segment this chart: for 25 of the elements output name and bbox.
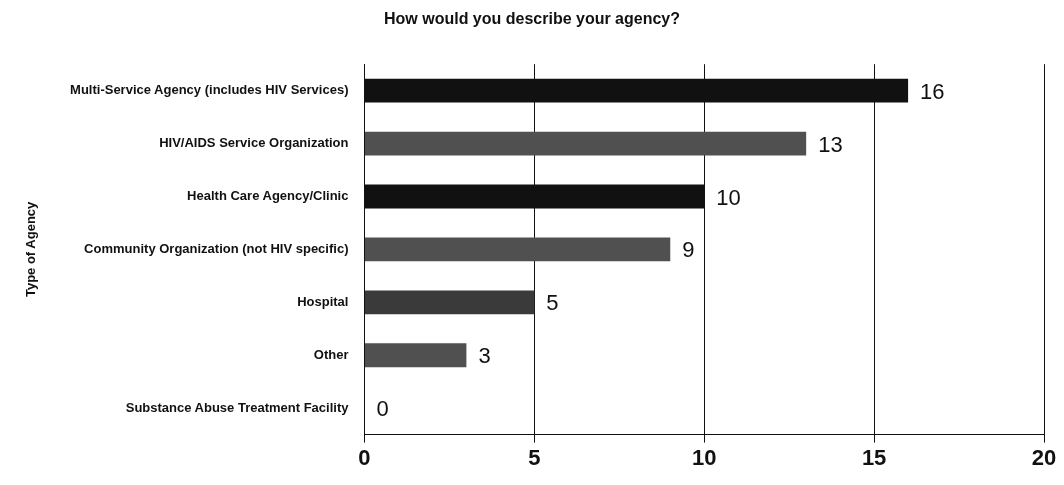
data-label: 3 xyxy=(478,343,491,369)
y-axis-title: Type of Agency xyxy=(23,200,39,298)
chart-title: How would you describe your agency? xyxy=(383,10,681,28)
data-label: 9 xyxy=(682,237,695,263)
bar xyxy=(364,131,807,156)
data-label: 13 xyxy=(818,131,843,157)
x-tick-label: 10 xyxy=(692,444,717,470)
y-tick-label: HIV/AIDS Service Organization xyxy=(159,135,349,151)
data-label: 10 xyxy=(716,184,741,210)
bar xyxy=(364,343,467,368)
x-tick-label: 15 xyxy=(861,444,887,470)
x-tick-label: 20 xyxy=(1031,444,1057,470)
x-tick-label: 0 xyxy=(358,444,371,470)
y-tick-label: Other xyxy=(313,346,349,362)
data-label: 0 xyxy=(376,396,389,422)
y-tick-label: Multi-Service Agency (includes HIV Services) xyxy=(70,82,349,98)
data-label: 16 xyxy=(920,78,945,104)
x-tick-label: 5 xyxy=(528,444,541,470)
y-tick-label: Substance Abuse Treatment Facility xyxy=(125,399,350,415)
bar xyxy=(364,290,535,315)
y-tick-label: Health Care Agency/Clinic xyxy=(187,188,349,204)
data-label: 5 xyxy=(546,290,559,316)
bar xyxy=(364,237,671,262)
y-tick-label: Hospital xyxy=(297,293,349,309)
y-tick-label: Community Organization (not HIV specific) xyxy=(84,240,349,256)
